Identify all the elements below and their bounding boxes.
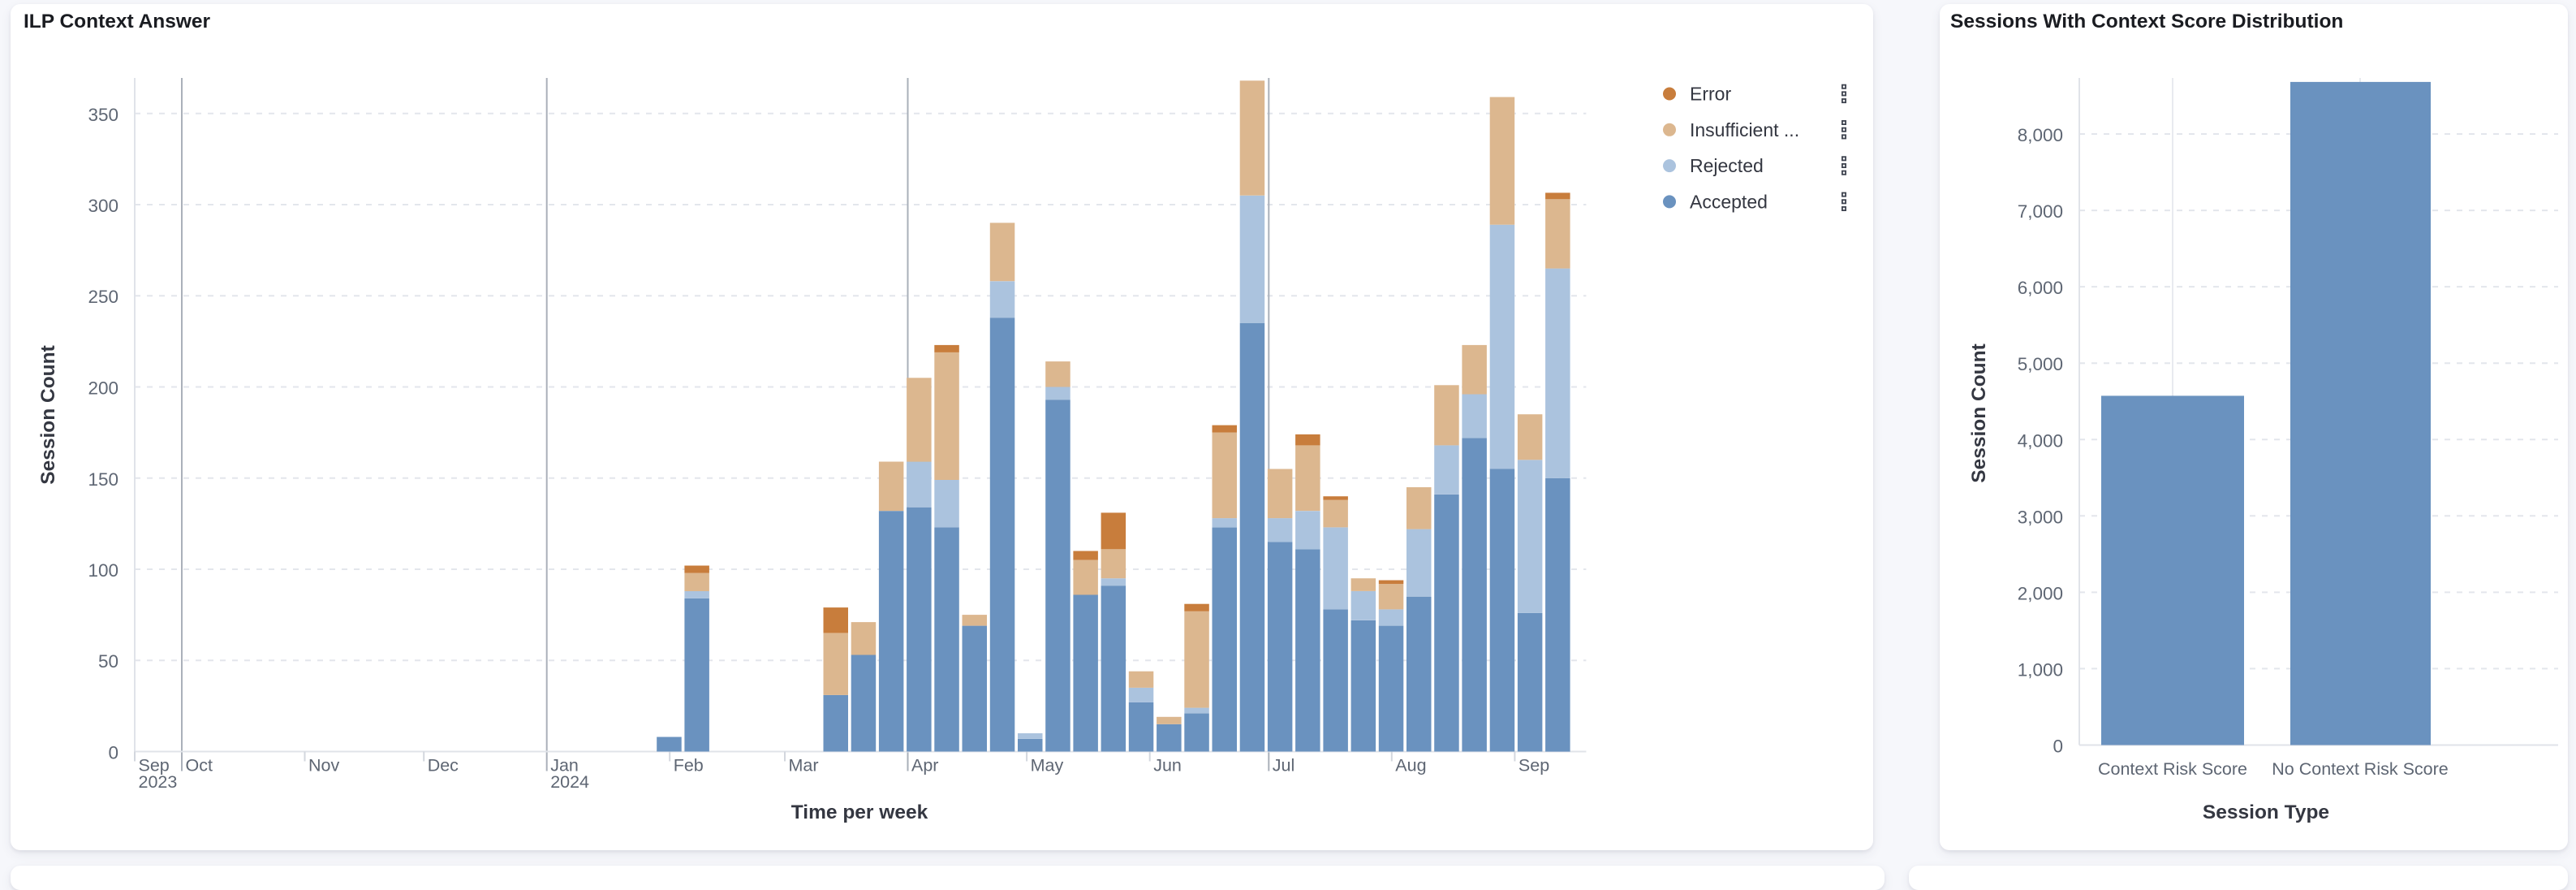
svg-text:Rejected: Rejected — [1690, 155, 1764, 176]
svg-text:2024: 2024 — [550, 772, 589, 792]
svg-text:Jun: Jun — [1153, 756, 1182, 776]
svg-text:2023: 2023 — [139, 772, 178, 792]
svg-text:Aug: Aug — [1395, 756, 1426, 776]
svg-text:300: 300 — [88, 196, 118, 216]
svg-text:Session Type: Session Type — [2203, 801, 2329, 823]
svg-text:Jul: Jul — [1273, 756, 1294, 776]
svg-text:Sep: Sep — [139, 756, 170, 776]
svg-text:Session Count: Session Count — [37, 345, 59, 485]
svg-text:Jan: Jan — [550, 756, 579, 776]
svg-text:Dec: Dec — [428, 756, 459, 776]
svg-text:Sep: Sep — [1518, 756, 1549, 776]
svg-text:100: 100 — [88, 560, 118, 581]
svg-text:350: 350 — [88, 105, 118, 125]
svg-text:8,000: 8,000 — [2018, 125, 2063, 145]
svg-text:200: 200 — [88, 378, 118, 399]
svg-text:Error: Error — [1690, 84, 1731, 105]
svg-text:Session Count: Session Count — [1968, 343, 1990, 483]
svg-text:Mar: Mar — [789, 756, 819, 776]
svg-text:Feb: Feb — [674, 756, 704, 776]
svg-text:Nov: Nov — [308, 756, 339, 776]
svg-text:May: May — [1031, 756, 1064, 776]
svg-text:0: 0 — [2053, 737, 2063, 757]
svg-text:250: 250 — [88, 287, 118, 307]
svg-text:4,000: 4,000 — [2018, 430, 2063, 451]
svg-text:Context Risk Score: Context Risk Score — [2098, 759, 2247, 779]
svg-text:150: 150 — [88, 469, 118, 490]
svg-text:2,000: 2,000 — [2018, 583, 2063, 603]
svg-text:5,000: 5,000 — [2018, 354, 2063, 374]
svg-text:0: 0 — [108, 743, 118, 763]
svg-text:Insufficient ...: Insufficient ... — [1690, 119, 1799, 140]
svg-text:No Context Risk Score: No Context Risk Score — [2272, 759, 2448, 779]
svg-text:7,000: 7,000 — [2018, 201, 2063, 222]
svg-text:Apr: Apr — [911, 756, 938, 776]
svg-text:6,000: 6,000 — [2018, 278, 2063, 298]
svg-text:Accepted: Accepted — [1690, 191, 1768, 212]
svg-text:3,000: 3,000 — [2018, 507, 2063, 527]
svg-text:1,000: 1,000 — [2018, 659, 2063, 680]
svg-text:50: 50 — [98, 651, 118, 672]
svg-text:Oct: Oct — [186, 756, 213, 776]
svg-text:Time per week: Time per week — [791, 801, 928, 823]
